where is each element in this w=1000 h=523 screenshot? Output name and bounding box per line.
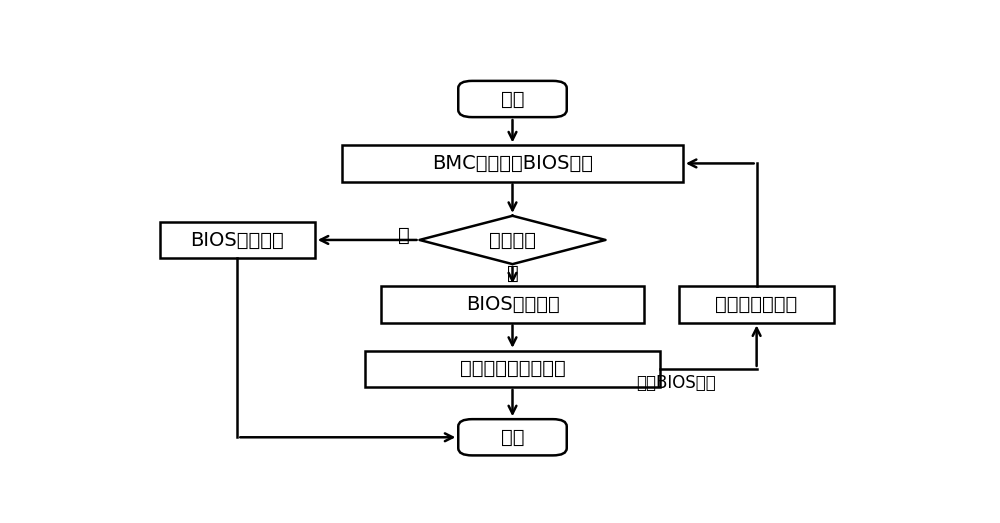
- FancyBboxPatch shape: [458, 81, 567, 117]
- Text: 校验通过: 校验通过: [489, 231, 536, 249]
- Bar: [381, 286, 644, 323]
- FancyBboxPatch shape: [458, 419, 567, 456]
- Text: 结束: 结束: [501, 428, 524, 447]
- Text: 是: 是: [507, 264, 518, 283]
- Bar: [160, 222, 315, 258]
- Bar: [679, 286, 834, 323]
- Text: 服务器重新启动: 服务器重新启动: [716, 295, 798, 314]
- Text: 校验BIOS固件: 校验BIOS固件: [637, 374, 716, 392]
- Text: BIOS启动失败: BIOS启动失败: [190, 231, 284, 249]
- Text: 带内处理器正常运行: 带内处理器正常运行: [460, 359, 565, 378]
- Text: BMC芯片校验BIOS固件: BMC芯片校验BIOS固件: [432, 154, 593, 173]
- Bar: [342, 145, 683, 181]
- Bar: [365, 351, 660, 387]
- Text: BIOS启动成功: BIOS启动成功: [466, 295, 559, 314]
- Text: 开始: 开始: [501, 89, 524, 108]
- Text: 否: 否: [398, 225, 410, 245]
